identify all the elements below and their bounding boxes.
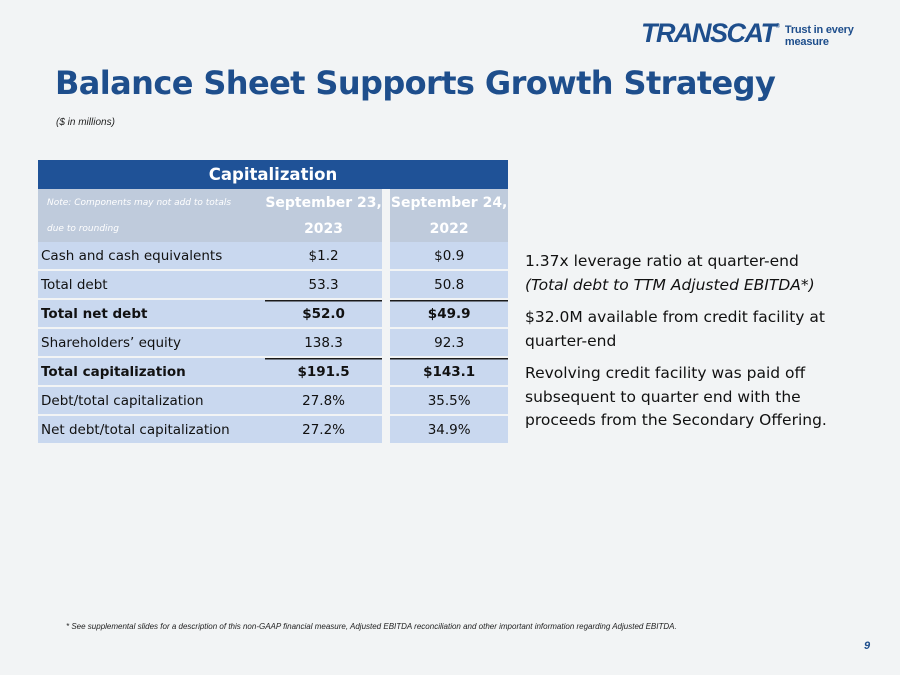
row-value-2022: 92.3 — [390, 328, 508, 358]
column-gap — [382, 386, 391, 416]
row-value-2022: $143.1 — [390, 357, 508, 387]
table-row: Cash and cash equivalents $1.2 $0.9 — [38, 242, 508, 271]
page-number: 9 — [864, 640, 871, 652]
logo-tagline: Trust in every measure — [784, 24, 854, 48]
row-value-2023: 53.3 — [264, 270, 383, 300]
row-value-2023: $1.2 — [264, 242, 383, 271]
logo-wordmark: TRANSCAT — [641, 18, 777, 48]
credit-availability-point: $32.0M available from credit facility at… — [525, 308, 825, 350]
transcat-logo: TRANSCAT ® Trust in every measure — [641, 18, 856, 48]
row-value-2023: $191.5 — [264, 357, 383, 387]
row-value-2023: 27.2% — [264, 415, 383, 445]
row-value-2023: $52.0 — [264, 299, 383, 329]
leverage-point: 1.37x leverage ratio at quarter-end (Tot… — [525, 250, 865, 297]
rounding-note: Note: Components may not add to totals d… — [38, 189, 265, 242]
table-row: Total capitalization $191.5 $143.1 — [38, 357, 508, 387]
leverage-definition: (Total debt to TTM Adjusted EBITDA*) — [525, 275, 815, 294]
logo-registered-mark: ® — [775, 24, 780, 30]
column-gap — [382, 415, 391, 445]
row-label: Debt/total capitalization — [38, 386, 265, 416]
column-header-row: Note: Components may not add to totals d… — [38, 189, 508, 242]
revolver-payoff-point: Revolving credit facility was paid off s… — [525, 364, 827, 429]
table-header: Capitalization — [38, 160, 508, 189]
column-header-2023-line2: 2023 — [304, 220, 344, 237]
column-gap — [382, 242, 391, 271]
table-row: Net debt/total capitalization 27.2% 34.9… — [38, 415, 508, 445]
column-gap — [382, 270, 391, 300]
column-header-2022: September 24, 2022 — [390, 189, 508, 242]
column-header-2022-line2: 2022 — [429, 220, 469, 237]
table-row: Total net debt $52.0 $49.9 — [38, 299, 508, 329]
row-label: Cash and cash equivalents — [38, 242, 265, 271]
row-value-2022: $49.9 — [390, 299, 508, 329]
column-gap — [382, 189, 391, 242]
leverage-text: 1.37x leverage ratio at quarter-end — [525, 252, 799, 270]
table-row: Shareholders’ equity 138.3 92.3 — [38, 328, 508, 358]
column-gap — [382, 357, 391, 387]
rounding-note-line2: due to rounding — [47, 223, 119, 234]
row-label: Total debt — [38, 270, 265, 300]
column-header-2022-line1: September 24, — [390, 194, 508, 211]
column-header-2023-line1: September 23, — [265, 194, 382, 211]
row-value-2022: 35.5% — [390, 386, 508, 416]
row-label: Total capitalization — [38, 357, 265, 387]
table-header-row: Capitalization — [38, 160, 508, 189]
row-value-2022: $0.9 — [390, 242, 508, 271]
footnote: * See supplemental slides for a descript… — [66, 622, 677, 631]
capitalization-table: Capitalization Note: Components may not … — [38, 160, 508, 445]
row-value-2023: 138.3 — [264, 328, 383, 358]
units-note: ($ in millions) — [56, 117, 115, 128]
table-row: Debt/total capitalization 27.8% 35.5% — [38, 386, 508, 416]
table-row: Total debt 53.3 50.8 — [38, 270, 508, 300]
rounding-note-line1: Note: Components may not add to totals — [47, 197, 232, 208]
column-header-2023: September 23, 2023 — [264, 189, 383, 242]
row-value-2023: 27.8% — [264, 386, 383, 416]
column-gap — [382, 299, 391, 329]
row-value-2022: 50.8 — [390, 270, 508, 300]
row-value-2022: 34.9% — [390, 415, 508, 445]
key-points: 1.37x leverage ratio at quarter-end (Tot… — [525, 250, 865, 442]
row-label: Total net debt — [38, 299, 265, 329]
row-label: Shareholders’ equity — [38, 328, 265, 358]
row-label: Net debt/total capitalization — [38, 415, 265, 445]
page-title: Balance Sheet Supports Growth Strategy — [55, 64, 776, 102]
column-gap — [382, 328, 391, 358]
